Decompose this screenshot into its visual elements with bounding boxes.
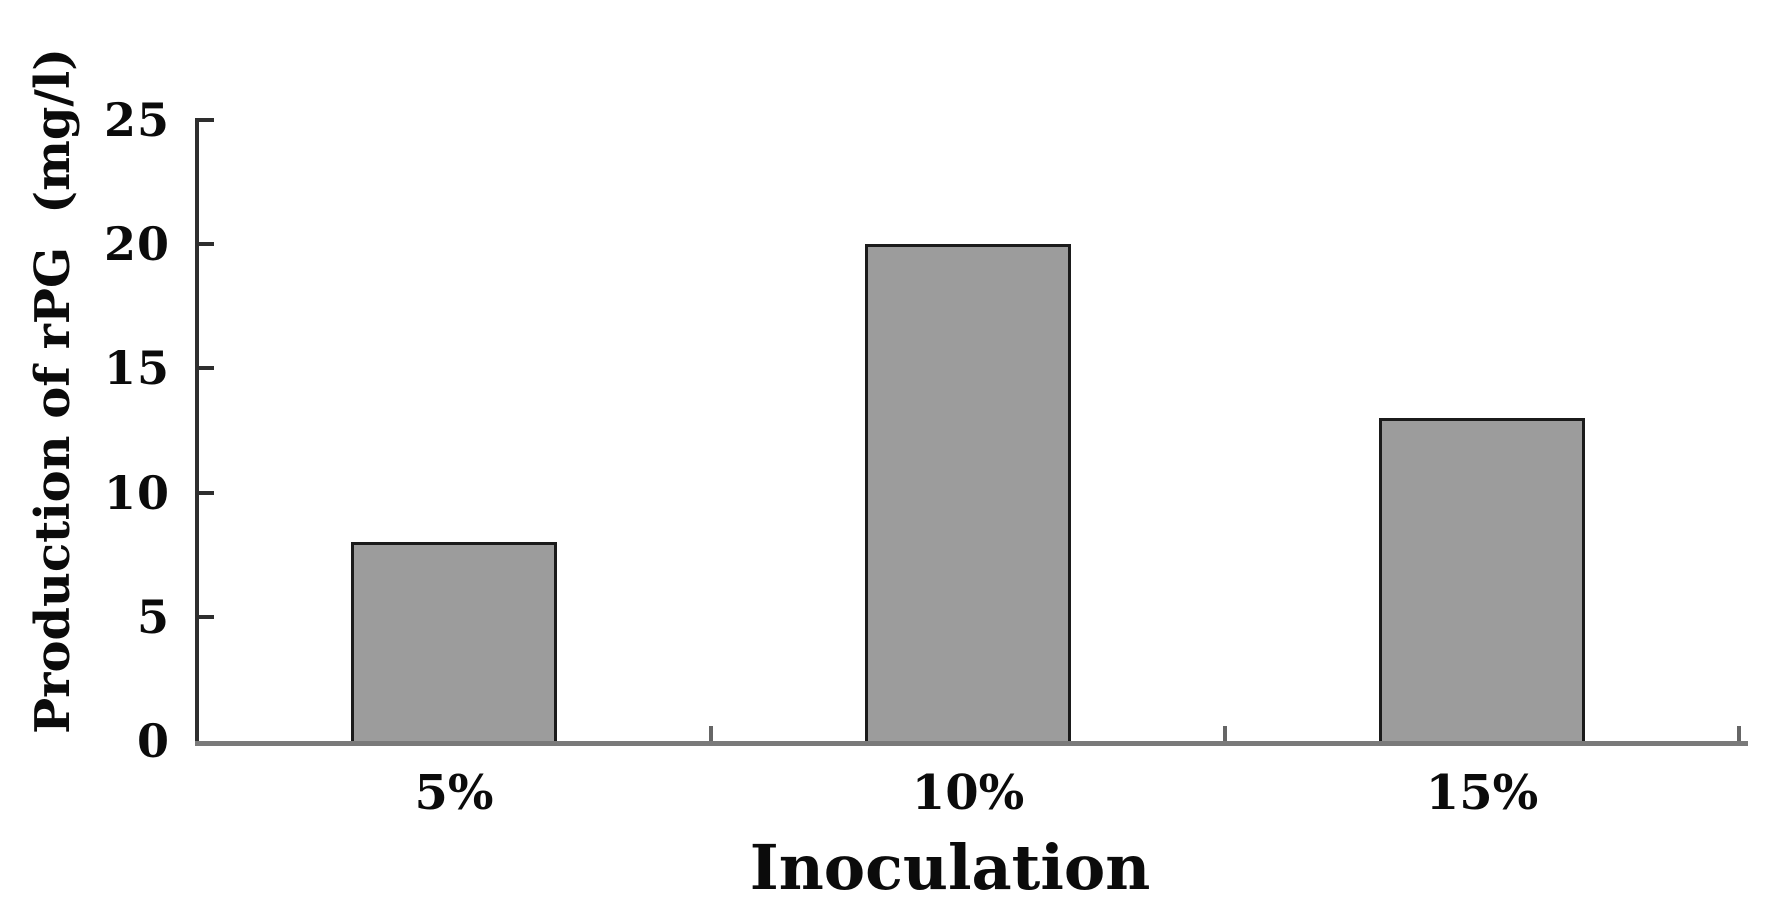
y-tick-label: 5 xyxy=(136,589,170,644)
y-tick-label: 20 xyxy=(103,217,170,272)
bar xyxy=(1379,418,1585,741)
y-tick-label: 25 xyxy=(103,93,170,147)
x-category-label: 15% xyxy=(1425,765,1539,821)
y-tick-label: 0 xyxy=(136,714,170,768)
y-tick-label: 15 xyxy=(103,341,170,396)
y-tick-mark xyxy=(199,366,214,371)
x-category-label: 5% xyxy=(414,765,494,821)
x-tick-mark xyxy=(1737,726,1741,741)
x-tick-mark xyxy=(709,726,713,741)
bar xyxy=(351,542,557,741)
x-tick-mark xyxy=(1223,726,1227,741)
y-tick-label: 10 xyxy=(103,465,170,520)
x-axis-title: Inoculation xyxy=(749,831,1151,904)
bar xyxy=(865,244,1071,741)
y-tick-mark xyxy=(199,490,214,495)
y-axis-line xyxy=(195,118,199,745)
x-category-label: 10% xyxy=(911,765,1025,821)
y-tick-mark xyxy=(199,118,214,122)
y-tick-mark xyxy=(199,614,214,619)
y-tick-mark xyxy=(199,242,214,247)
x-axis-line xyxy=(195,741,1748,746)
